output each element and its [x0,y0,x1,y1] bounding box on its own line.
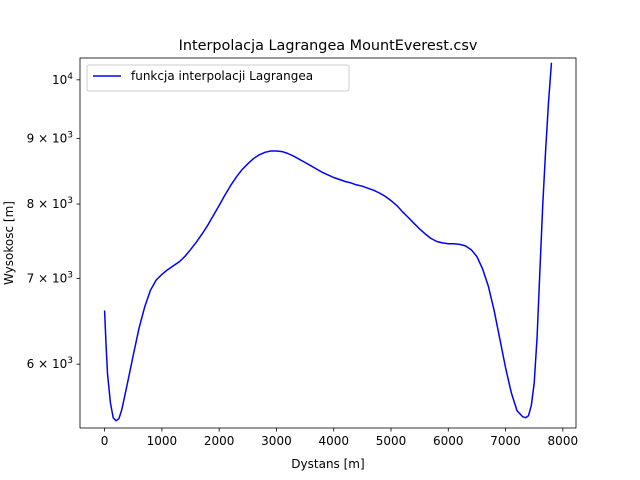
y-tick-label: 9 × 103 [27,130,73,145]
x-tick-label: 6000 [433,434,464,448]
x-axis-label: Dystans [m] [291,457,364,471]
chart-title: Interpolacja Lagrangea MountEverest.csv [179,38,478,54]
series-line [103,62,553,422]
y-axis: 6 × 103 7 × 103 8 × 103 9 × 103 104 [27,72,80,371]
x-tick-label: 1000 [147,434,178,448]
x-tick-label: 5000 [376,434,407,448]
y-tick-label: 7 × 103 [27,270,73,285]
x-tick-label: 3000 [261,434,292,448]
legend-box [86,64,350,92]
series-group [103,62,553,422]
x-tick-label: 0 [101,434,109,448]
legend-label: funkcja interpolacji Lagrangea [131,69,313,83]
y-axis-label: Wysokosc [m] [2,201,16,285]
x-tick-label: 8000 [548,434,579,448]
y-tick-label: 6 × 103 [27,356,73,371]
x-tick-label: 7000 [490,434,521,448]
x-axis: 0 1000 2000 3000 4000 5000 6000 7000 8000 [101,428,578,448]
y-tick-label: 104 [52,72,73,87]
x-tick-label: 2000 [204,434,235,448]
y-tick-label: 8 × 103 [27,196,73,211]
x-tick-label: 4000 [318,434,349,448]
legend: funkcja interpolacji Lagrangea [86,64,350,92]
plot-area-frame [79,57,577,429]
